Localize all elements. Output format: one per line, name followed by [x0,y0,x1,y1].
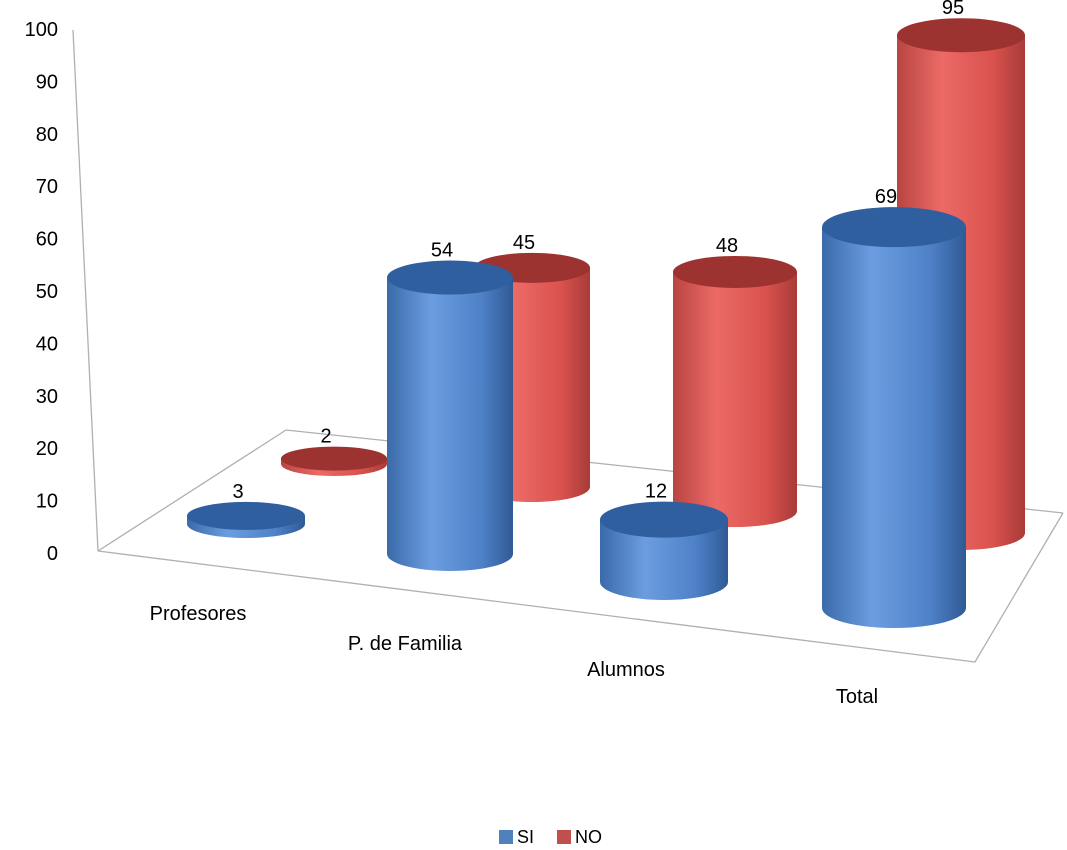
data-label-no: 95 [942,0,964,19]
data-label-no: 2 [320,426,331,448]
y-axis-tick-labels: 0 10 20 30 40 50 60 70 80 90 100 [25,19,58,565]
cylinder-bars [187,18,1025,628]
y-tick-label: 50 [36,281,58,303]
legend-label-no: NO [575,827,602,847]
data-label-si: 54 [431,240,453,262]
floor-left-edge [97,429,287,552]
y-tick-label: 40 [36,333,58,355]
y-tick-label: 10 [36,491,58,513]
cylinder-no-2 [673,255,797,527]
y-tick-label: 80 [36,124,58,146]
bar-si-top [822,207,966,248]
x-category-label: Alumnos [587,659,665,681]
cylinder-si-0 [187,501,305,538]
floor-right-edge [974,512,1064,663]
x-axis-category-labels: Profesores P. de Familia Alumnos Total [150,603,878,708]
x-category-label: Profesores [150,603,247,625]
bar-no-body [673,271,797,527]
y-tick-label: 90 [36,71,58,93]
bar-si-top [187,501,305,530]
y-tick-label: 70 [36,176,58,198]
bar-si-body [600,519,728,600]
data-label-no: 45 [513,232,535,254]
cylinder-no-0 [281,446,387,476]
data-label-no: 48 [716,235,738,257]
legend: SI NO [499,827,602,847]
y-tick-label: 30 [36,386,58,408]
data-labels: 2 45 48 95 3 54 12 69 [232,0,964,503]
data-label-si: 12 [645,481,667,503]
cylinder-si-3 [822,207,966,628]
bar-no-top [281,446,387,471]
cylinder-si-1 [387,260,513,571]
bar-no-top [897,18,1025,53]
bar-si-top [600,501,728,538]
legend-swatch-si [499,830,513,844]
x-category-label: Total [836,686,878,708]
legend-swatch-no [557,830,571,844]
y-tick-label: 20 [36,438,58,460]
back-wall-left-edge [72,29,99,552]
data-label-si: 3 [232,481,243,503]
x-category-label: P. de Familia [348,633,463,655]
data-label-si: 69 [875,186,897,208]
y-tick-label: 60 [36,229,58,251]
bar-si-body [387,277,513,571]
y-tick-label: 0 [47,543,58,565]
y-tick-label: 100 [25,19,58,41]
legend-label-si: SI [517,827,534,847]
bar-no-top [673,255,797,288]
bar-si-body [822,227,966,628]
cylinder-si-2 [600,501,728,600]
floor-front-edge [97,550,976,663]
bar-si-top [387,260,513,295]
